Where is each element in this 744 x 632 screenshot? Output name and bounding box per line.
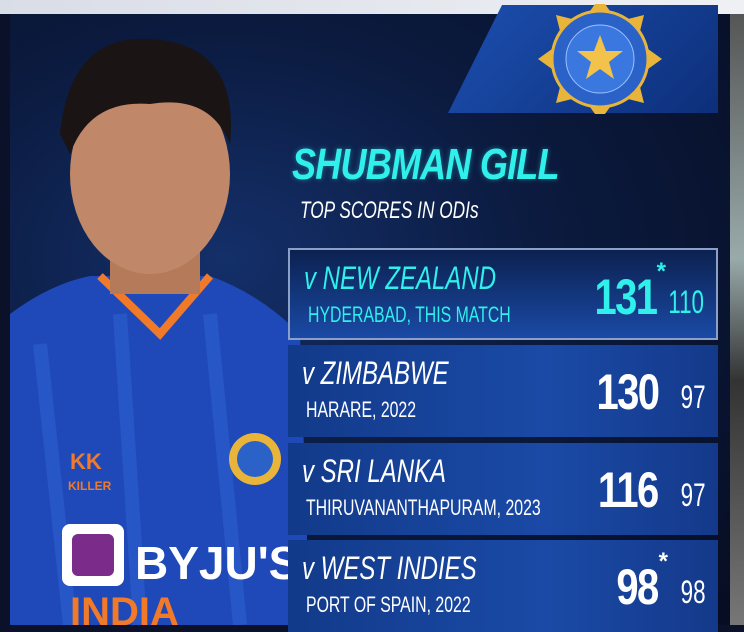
player-photo: BYJU'S KK KILLER INDIA	[10, 38, 310, 625]
runs: 98	[616, 559, 660, 615]
player-name: SHUBMAN GILL	[292, 140, 560, 189]
not-out-marker: *	[656, 258, 666, 285]
runs: 130	[596, 364, 660, 420]
venue: THIRUVANANTHAPURAM, 2023	[306, 495, 541, 520]
balls: 98	[681, 574, 706, 610]
balls: 97	[681, 477, 706, 513]
runs: 116	[598, 462, 659, 518]
opponent: v ZIMBABWE	[302, 355, 449, 391]
opponent: v WEST INDIES	[302, 550, 477, 586]
bcci-logo	[538, 4, 662, 114]
runs: 131	[594, 269, 658, 325]
balls: 97	[681, 379, 706, 415]
svg-text:KILLER: KILLER	[68, 479, 112, 493]
svg-text:INDIA: INDIA	[70, 590, 179, 625]
balls: 110	[668, 284, 704, 320]
score-row: v SRI LANKA THIRUVANANTHAPURAM, 2023 116…	[288, 443, 718, 535]
subtitle: TOP SCORES IN ODIs	[300, 197, 479, 224]
score-row: v WEST INDIES PORT OF SPAIN, 2022 98 * 9…	[288, 540, 718, 632]
score-row: v ZIMBABWE HARARE, 2022 130 97	[288, 345, 718, 437]
svg-text:BYJU'S: BYJU'S	[135, 537, 299, 589]
stadium-background	[730, 14, 744, 625]
opponent: v SRI LANKA	[302, 453, 447, 489]
svg-text:KK: KK	[70, 449, 102, 474]
venue: HYDERABAD, THIS MATCH	[308, 302, 511, 327]
opponent: v NEW ZEALAND	[304, 260, 497, 296]
venue: PORT OF SPAIN, 2022	[306, 592, 471, 617]
score-row: v NEW ZEALAND HYDERABAD, THIS MATCH 131 …	[288, 248, 718, 340]
venue: HARARE, 2022	[306, 397, 417, 422]
not-out-marker: *	[658, 548, 668, 575]
